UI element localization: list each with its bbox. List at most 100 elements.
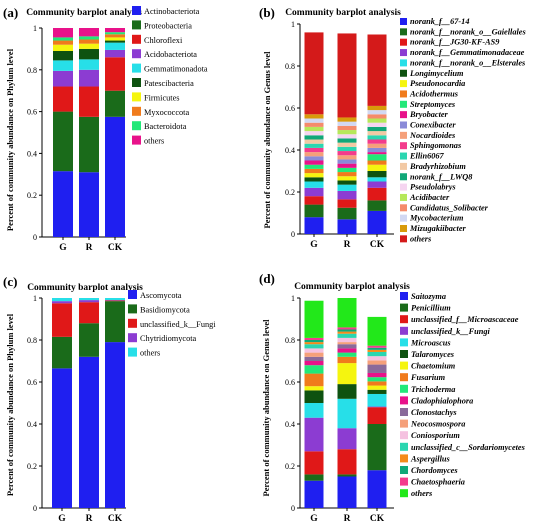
bar-segment-CK-11 [367, 143, 387, 148]
bar-segment-R-8 [79, 36, 99, 40]
bar-segment-G-6 [53, 44, 73, 51]
bar-segment-R-6 [337, 176, 357, 181]
legend-swatch [400, 173, 407, 181]
bar-segment-R-12 [337, 151, 357, 156]
legend-swatch [400, 38, 407, 46]
legend-swatch [400, 431, 408, 440]
legend-label: norank_f__LWQ8 [410, 172, 473, 181]
y-tick-label: 0.2 [27, 462, 37, 471]
legend-label: Bryobacter [409, 110, 449, 119]
bar-segment-R-3 [79, 300, 99, 303]
legend-swatch [400, 152, 407, 160]
legend-label: Sphingomonas [410, 141, 461, 150]
bar-segment-CK-0 [367, 210, 387, 234]
panel-b-genus-bacteria: (b) Community barplot analysis Percent o… [259, 5, 526, 250]
bar-segment-R-7 [337, 172, 357, 177]
y-tick-label: 1 [33, 294, 37, 303]
panel-c-title: Community barplot analysis [27, 283, 143, 293]
legend-label: Patescibacteria [144, 79, 194, 88]
panel-d-title: Community barplot analysis [294, 282, 410, 292]
y-tick-label: 0.4 [27, 149, 37, 158]
bar-segment-G-3 [304, 187, 324, 197]
legend-swatch [400, 69, 407, 77]
x-category-label: CK [370, 240, 385, 250]
legend-label: Aspergillus [410, 454, 450, 463]
bar-segment-R-15 [337, 329, 357, 332]
legend-label: Nocardioides [409, 131, 455, 140]
legend-label: Pseudolabrys [410, 183, 456, 192]
bar-segment-G-10 [304, 156, 324, 161]
bar-segment-G-2 [304, 451, 324, 475]
bar-segment-CK-6 [367, 164, 387, 171]
bar-segment-R-3 [337, 190, 357, 200]
bar-segment-CK-14 [367, 349, 387, 352]
bar-segment-G-18 [304, 122, 324, 127]
legend-label: unclassified_k__Fungi [140, 320, 216, 329]
x-category-label: R [86, 243, 93, 253]
bar-segment-CK-2 [367, 187, 387, 201]
bar-segment-R-12 [337, 337, 357, 343]
y-tick-label: 0 [291, 504, 295, 513]
legend-swatch [132, 34, 141, 44]
x-category-label: R [86, 514, 93, 524]
legend-swatch [400, 489, 408, 498]
panel-c-ylabel: Percent of community abundance on Phylum… [5, 313, 15, 496]
legend-label: Chaetomium [411, 362, 456, 371]
y-tick-label: 0.6 [285, 104, 295, 113]
bar-segment-CK-11 [367, 360, 387, 365]
bar-segment-CK-17 [367, 118, 387, 123]
bar-segment-R-1 [79, 323, 99, 357]
x-category-label: CK [108, 243, 123, 253]
bar-segment-G-9 [304, 361, 324, 366]
y-tick-label: 0.4 [27, 420, 37, 429]
bar-segment-G-3 [304, 417, 324, 452]
legend-swatch [400, 384, 408, 393]
bar-segment-G-17 [304, 300, 324, 338]
bar-segment-CK-12 [367, 356, 387, 361]
bar-segment-CK-2 [105, 57, 125, 91]
bar-segment-CK-1 [367, 424, 387, 471]
bar-segment-CK-5 [367, 171, 387, 178]
bar-segment-R-9 [337, 163, 357, 168]
legend-label: Actinobacteriota [144, 7, 200, 16]
y-tick-label: 0.8 [285, 62, 295, 71]
legend-label: norank_f__67-14 [410, 17, 469, 26]
y-tick-label: 0 [291, 230, 295, 239]
legend-swatch [400, 361, 408, 370]
legend-swatch [400, 214, 407, 222]
bar-segment-CK-3 [367, 406, 387, 408]
bar-segment-G-4 [304, 181, 324, 188]
legend-swatch [400, 350, 408, 358]
legend-label: Myxococcota [144, 108, 189, 117]
bar-segment-R-0 [337, 219, 357, 234]
legend-label: Longimycelium [409, 69, 464, 78]
panel-b-tag: (b) [259, 5, 275, 20]
bar-segment-CK-5 [367, 389, 387, 394]
bar-segment-CK-4 [367, 393, 387, 407]
x-category-label: G [310, 240, 318, 250]
bar-segment-G-1 [52, 336, 72, 369]
bar-segment-G-16 [304, 131, 324, 136]
bar-segment-G-1 [304, 474, 324, 481]
bar-segment-CK-2 [105, 300, 125, 302]
legend-label: others [144, 137, 164, 146]
y-tick-label: 0.8 [27, 336, 37, 345]
bar-segment-CK-4 [367, 177, 387, 182]
bar-segment-G-6 [304, 173, 324, 178]
bar-segment-CK-2 [367, 407, 387, 424]
bar-segment-G-5 [53, 50, 73, 61]
legend-label: Trichoderma [411, 385, 455, 394]
bar-segment-R-3 [337, 428, 357, 450]
bar-segment-CK-4 [105, 298, 125, 301]
bar-segment-CK-6 [105, 37, 125, 41]
legend-label: Talaromyces [411, 350, 454, 359]
y-tick-label: 1 [291, 20, 295, 29]
bar-segment-G-15 [304, 340, 324, 343]
bar-segment-CK-8 [105, 32, 125, 35]
bar-segment-R-16 [337, 327, 357, 330]
bar-segment-CK-20 [367, 105, 387, 111]
x-category-label: G [310, 514, 318, 524]
x-category-label: CK [108, 514, 123, 524]
bar-segment-R-14 [337, 142, 357, 147]
panel-a-title: Community barplot analysis [26, 8, 142, 18]
